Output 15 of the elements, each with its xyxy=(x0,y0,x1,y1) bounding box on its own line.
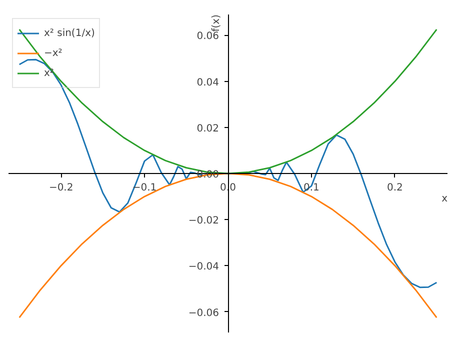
y-tick-label: −0.02 xyxy=(188,216,220,227)
x-tick-label: −0.2 xyxy=(48,182,74,194)
y-axis-title: f(x) xyxy=(211,14,222,32)
x-axis-title: x xyxy=(442,194,448,204)
y-tick-label: −0.06 xyxy=(188,308,220,319)
y-tick-label: 0.06 xyxy=(196,31,219,42)
legend-label: x² sin(1/x) xyxy=(44,28,95,38)
legend-label: x² xyxy=(44,68,55,78)
y-tick-label: 0.00 xyxy=(196,170,219,180)
x-tick-label: 0.2 xyxy=(386,182,403,194)
y-tick-label: 0.04 xyxy=(196,77,219,88)
legend-label: −x² xyxy=(44,48,64,58)
y-tick-label: −0.04 xyxy=(188,262,220,273)
line-series xyxy=(18,58,438,288)
y-tick-label: 0.02 xyxy=(196,123,219,134)
